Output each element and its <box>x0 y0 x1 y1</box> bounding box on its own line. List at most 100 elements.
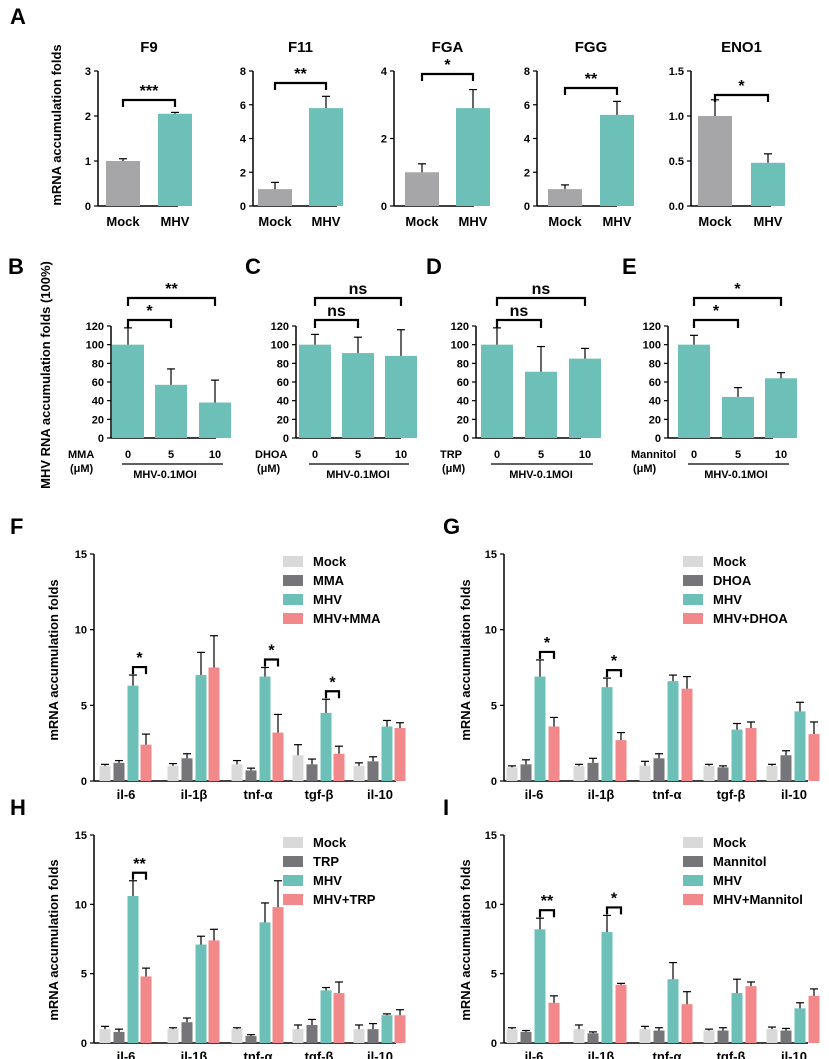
panel-b-significance-label: * <box>146 303 153 320</box>
panel-e-compound-label: Mannitol <box>631 449 676 461</box>
panel-a-f11-ytick-label: 8 <box>240 66 246 78</box>
panel-i-bar <box>667 979 679 1043</box>
panel-a-fgg-significance-bracket <box>563 86 619 95</box>
panel-h-significance-bracket <box>131 871 148 880</box>
panel-h-bar <box>320 990 332 1043</box>
panel-h-ytick-label: 5 <box>81 969 87 981</box>
panel-h-significance-label: ** <box>133 856 146 873</box>
panel-f-category-label: tgf-β <box>305 787 334 802</box>
panel-g-bar <box>681 688 693 781</box>
panel-a-f9-significance-bracket <box>121 98 177 107</box>
panel-a-fga-category-label: MHV <box>459 214 488 229</box>
panel-e-bar <box>678 344 710 438</box>
panel-c-ytick-label: 100 <box>271 340 289 352</box>
panel-d-ytick-label: 120 <box>451 321 469 333</box>
panel-i-ytick-label: 0 <box>491 1038 497 1050</box>
panel-g-bar <box>667 681 679 781</box>
panel-a-fgg-significance-label: ** <box>585 71 598 88</box>
panel-f-significance-label: * <box>268 643 275 660</box>
panel-g-bar <box>548 726 560 781</box>
panel-a-f9-ytick-label: 0 <box>85 201 91 213</box>
panel-i-bar <box>520 1031 532 1043</box>
panel-g-bar <box>808 734 820 781</box>
panel-c-ytick-label: 120 <box>271 321 289 333</box>
panel-b-significance-label: ** <box>165 281 178 298</box>
panel-d-significance-bracket <box>495 296 587 306</box>
panel-h-bar <box>113 1031 125 1043</box>
panel-a-f9-ytick-label: 2 <box>85 111 91 123</box>
panel-e-ytick-label: 100 <box>643 340 661 352</box>
panel-a-eno1-category-label: MHV <box>754 214 783 229</box>
panel-f-significance-bracket <box>131 665 148 675</box>
panel-h-bar <box>272 907 284 1043</box>
panel-a-eno1-significance-bracket <box>713 93 770 102</box>
panel-e-significance-label: * <box>713 303 720 320</box>
panel-a-eno1-significance-label: * <box>738 78 745 95</box>
panel-i-category-label: tnf-α <box>653 1049 682 1059</box>
panel-g-bar <box>587 762 599 781</box>
panel-g-legend-label: MHV <box>713 592 742 607</box>
panel-b-concentration-label: 0 <box>125 449 131 461</box>
panel-h-ytick-label: 15 <box>75 830 87 842</box>
panel-c-significance-label: ns <box>327 303 346 320</box>
panel-i-ytick-label: 5 <box>491 969 497 981</box>
panel-f-bar <box>195 675 207 781</box>
panel-i-bar <box>639 1029 651 1043</box>
panel-d-concentration-label: 5 <box>538 449 544 461</box>
panel-label-h: H <box>10 795 26 820</box>
panel-a-fgg-ytick-label: 4 <box>524 134 531 146</box>
panel-a-f11-bar <box>258 189 292 206</box>
panel-d-significance-bracket <box>495 318 543 328</box>
panel-a-f11-ytick-label: 6 <box>240 100 246 112</box>
panel-b-significance-bracket <box>126 318 173 328</box>
panel-f-legend-swatch <box>283 556 303 567</box>
panel-a-fga-category-label: Mock <box>405 214 439 229</box>
panel-f-ylabel: mRNA accumulation folds <box>46 579 61 740</box>
panel-i-legend-swatch <box>683 875 703 886</box>
panel-h-category-label: tnf-α <box>244 1049 273 1059</box>
panel-f-bar <box>333 753 345 781</box>
panel-e-ytick-label: 120 <box>643 321 661 333</box>
panel-a-fga-bar <box>456 108 490 206</box>
panel-f-bar <box>208 667 220 781</box>
panel-b-ytick-label: 0 <box>98 433 104 445</box>
panel-f-ytick-label: 10 <box>75 625 87 637</box>
panel-i-category-label: tgf-β <box>717 1049 746 1059</box>
panel-h-bar <box>181 1022 193 1043</box>
panel-b-group-label: MHV-0.1MOI <box>133 469 197 481</box>
panel-h-ylabel: mRNA accumulation folds <box>46 859 61 1020</box>
panel-h-legend-label: MHV+TRP <box>313 892 376 907</box>
panel-e-concentration-label: 5 <box>735 449 741 461</box>
panel-i-bar <box>731 993 743 1043</box>
panel-b-ytick-label: 100 <box>86 340 104 352</box>
panel-a-f9-category-label: MHV <box>161 214 190 229</box>
panel-a-fgg-bar <box>548 189 582 206</box>
panel-i-legend-label: Mannitol <box>713 854 766 869</box>
panel-c-unit-label: (μM) <box>257 463 281 475</box>
panel-f-legend-swatch <box>283 613 303 624</box>
panel-g-bar <box>520 764 532 781</box>
panel-h-bar <box>333 993 345 1043</box>
panel-h-bar <box>208 940 220 1043</box>
panel-a-f9-title: F9 <box>140 39 158 56</box>
panel-g-category-label: il-6 <box>525 787 544 802</box>
panel-a-fga-ytick-label: 4 <box>381 66 388 78</box>
panel-g-bar <box>731 729 743 781</box>
panel-h-bar <box>140 976 152 1043</box>
panel-a-fga-significance-bracket <box>420 72 475 81</box>
panel-h-legend-label: MHV <box>313 873 342 888</box>
panel-a-f11-category-label: Mock <box>258 214 292 229</box>
panel-a-f9-category-label: Mock <box>106 214 140 229</box>
panel-h-bar <box>195 944 207 1043</box>
panel-h-bar <box>394 1015 406 1043</box>
panel-g-bar <box>573 765 585 781</box>
panel-a-f9-ytick-label: 1 <box>85 156 91 168</box>
panel-c-ytick-label: 20 <box>277 414 289 426</box>
panel-g-significance-bracket <box>538 650 556 659</box>
panel-d-significance-label: ns <box>532 281 551 298</box>
panel-label-e: E <box>622 254 637 279</box>
panel-e-unit-label: (μM) <box>633 463 657 475</box>
panel-e-group-label: MHV-0.1MOI <box>704 469 768 481</box>
panel-a-f11-category-label: MHV <box>312 214 341 229</box>
